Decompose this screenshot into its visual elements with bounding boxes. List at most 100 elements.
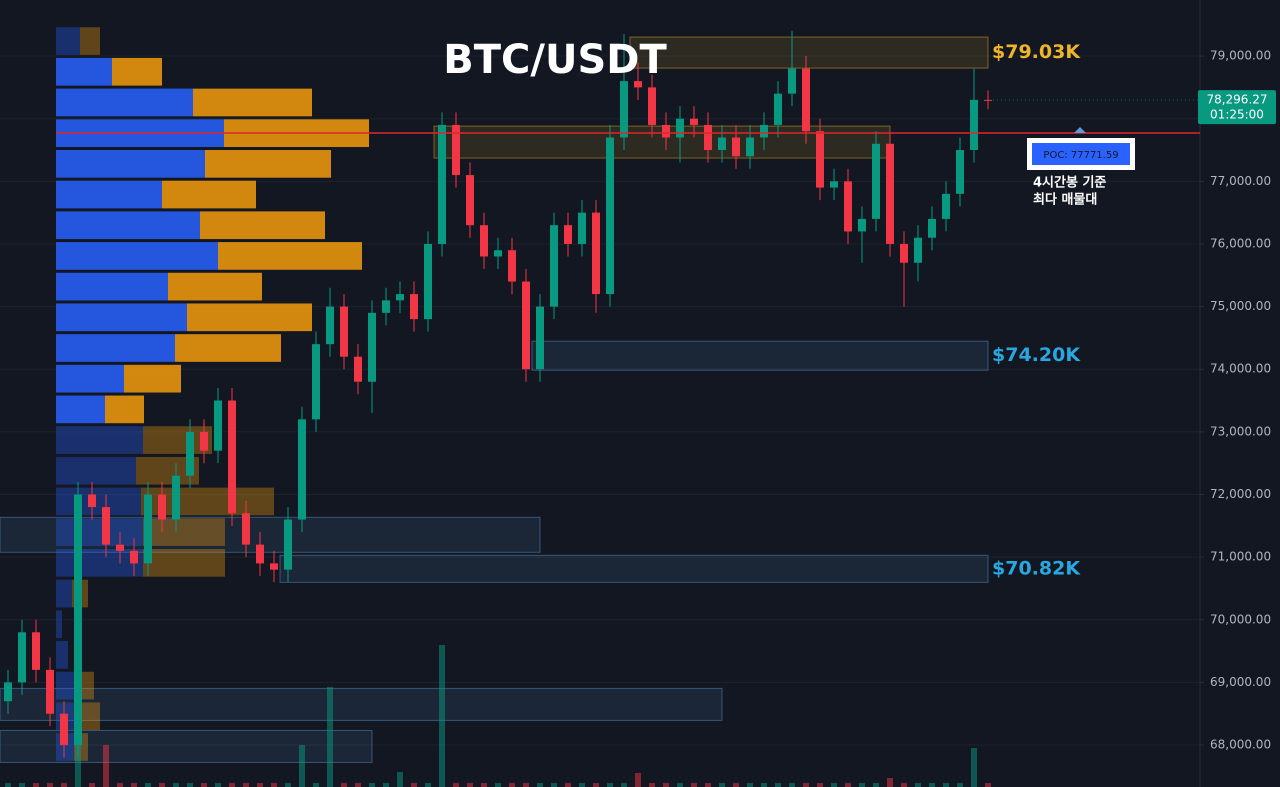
price-zone	[0, 729, 373, 763]
candle-body	[46, 669, 54, 714]
volume-bar	[201, 783, 207, 787]
candle-body	[984, 99, 992, 101]
profile-buy	[56, 242, 218, 270]
candle-body	[172, 475, 180, 520]
candle-body	[592, 212, 600, 295]
volume-bar	[341, 783, 347, 787]
volume-bar	[453, 783, 459, 787]
poc-marker	[1074, 126, 1086, 133]
candle-body	[480, 225, 488, 257]
volume-bar	[593, 783, 599, 787]
volume-bar	[607, 783, 613, 787]
volume-bar	[929, 783, 935, 787]
volume-bar	[89, 783, 95, 787]
y-tick-label: 68,000.00	[1210, 738, 1271, 752]
volume-bar	[159, 783, 165, 787]
volume-bar	[173, 783, 179, 787]
volume-bar	[299, 745, 305, 787]
profile-buy	[56, 211, 200, 240]
candle-body	[648, 87, 656, 125]
price-zone	[0, 687, 723, 721]
volume-bar	[635, 773, 641, 787]
y-tick-label: 74,000.00	[1210, 362, 1271, 376]
candle-body	[676, 118, 684, 138]
candle-body	[774, 93, 782, 125]
candle-body	[606, 137, 614, 295]
volume-bar	[761, 783, 767, 787]
volume-bar	[425, 783, 431, 787]
profile-buy	[56, 395, 105, 424]
volume-bar	[691, 783, 697, 787]
candle-body	[340, 306, 348, 357]
candle-body	[438, 124, 446, 244]
zone-label: $79.03K	[992, 41, 1081, 63]
volume-bar	[481, 783, 487, 787]
volume-bar	[579, 783, 585, 787]
candle-body	[158, 494, 166, 520]
volume-bar	[621, 783, 627, 787]
volume-bar	[859, 783, 865, 787]
candle-body	[746, 137, 754, 157]
profile-sell	[193, 88, 312, 117]
profile-buy	[56, 579, 72, 608]
volume-bar	[649, 783, 655, 787]
candle-body	[242, 513, 250, 545]
candle-body	[88, 494, 96, 508]
candle-body	[536, 306, 544, 370]
volume-bar	[551, 783, 557, 787]
profile-sell	[112, 57, 162, 86]
volume-bar	[789, 783, 795, 787]
profile-sell	[175, 334, 281, 362]
price-tag-countdown: 01:25:00	[1210, 108, 1264, 122]
zone-label: $70.82K	[992, 557, 1081, 579]
volume-bar	[887, 778, 893, 787]
profile-sell	[187, 303, 312, 332]
price-zone	[0, 516, 541, 553]
profile-buy	[56, 27, 80, 55]
volume-bar	[817, 783, 823, 787]
y-tick-label: 73,000.00	[1210, 424, 1271, 438]
candle-body	[382, 300, 390, 313]
volume-bar	[495, 783, 501, 787]
volume-bar	[117, 783, 123, 787]
zone-label: $74.20K	[992, 344, 1081, 366]
y-tick-label: 71,000.00	[1210, 550, 1271, 564]
volume-bar	[103, 745, 109, 787]
candle-body	[634, 81, 642, 88]
volume-bar	[537, 783, 543, 787]
volume-bar	[215, 783, 221, 787]
volume-bar	[47, 783, 53, 787]
volume-bar	[439, 645, 445, 787]
candle-body	[690, 118, 698, 125]
volume-bar	[243, 783, 249, 787]
poc-box-inner	[1032, 143, 1130, 165]
volume-bar	[873, 783, 879, 787]
profile-buy	[56, 641, 68, 669]
candle-body	[872, 143, 880, 219]
profile-sell	[162, 180, 256, 209]
candle-body	[354, 356, 362, 382]
price-zone	[279, 554, 989, 583]
candle-body	[452, 124, 460, 176]
candle-body	[830, 181, 838, 188]
profile-sell	[218, 242, 362, 270]
volume-bar	[803, 783, 809, 787]
candle-body	[760, 124, 768, 138]
volume-bar	[467, 783, 473, 787]
volume-bar	[355, 783, 361, 787]
candle-body	[102, 507, 110, 545]
candle-body	[928, 218, 936, 238]
volume-bar	[845, 783, 851, 787]
volume-bar	[411, 783, 417, 787]
profile-buy	[56, 180, 162, 209]
volume-bar	[187, 783, 193, 787]
candle-body	[704, 124, 712, 151]
volume-bar	[33, 783, 39, 787]
candle-body	[788, 68, 796, 94]
volume-bar	[831, 783, 837, 787]
chart-title: BTC/USDT	[443, 37, 667, 83]
volume-bar	[5, 783, 11, 787]
volume-bar	[677, 783, 683, 787]
candle-body	[312, 344, 320, 420]
